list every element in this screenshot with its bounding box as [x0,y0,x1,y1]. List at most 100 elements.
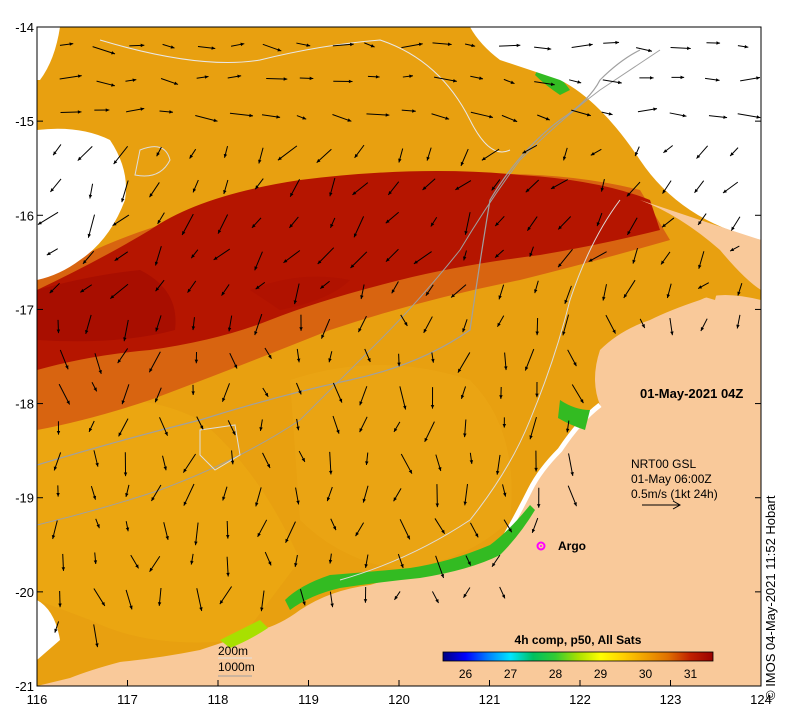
current-vector [491,554,501,568]
colorbar-tick-label: 28 [549,667,563,681]
current-vector [159,110,174,114]
current-vector [296,418,300,431]
current-scale-arrow [642,500,682,510]
current-vector [194,351,199,364]
current-vector [56,485,60,497]
current-vector [534,81,555,86]
current-vector [298,450,306,463]
current-vector [401,42,423,49]
current-vector [58,591,62,608]
current-vector [391,281,399,294]
current-vector [497,315,505,327]
current-vector [85,314,92,335]
current-vector [564,285,572,304]
current-vector [109,283,129,299]
current-vector [87,214,95,238]
current-vector [457,352,471,373]
current-vector [189,148,197,159]
current-vector [329,451,333,475]
current-vector [534,450,538,472]
current-vector [694,180,705,194]
current-vector [222,486,228,501]
current-vector [77,146,93,161]
current-vector [58,383,71,405]
current-vector [296,115,307,120]
current-vector [196,588,203,612]
current-vector [289,216,299,229]
current-vector [504,352,508,371]
current-vector [195,115,218,123]
current-vector [605,314,616,334]
sst-hot-core [37,171,660,370]
current-vector [260,590,265,612]
current-vector [430,387,435,409]
current-vector [95,518,100,529]
current-vector [359,386,368,406]
current-vector [359,416,368,433]
current-vector [434,518,446,534]
current-vector [80,284,93,293]
bathymetry-legend-1000m: 1000m [218,660,255,674]
current-vector [148,351,161,373]
current-vector [332,382,343,403]
current-vector [623,279,636,299]
current-vector [194,522,199,546]
current-vector [470,111,494,119]
current-vector [529,246,534,257]
current-vector [229,352,238,369]
current-vector [149,182,160,198]
current-vector [94,353,102,375]
current-vector [299,76,314,81]
bathymetry-1000m [37,49,641,466]
current-vector [264,551,272,566]
cloud-cover [470,27,761,240]
current-vector [264,347,272,360]
current-vector [157,212,165,225]
current-vector [661,217,675,228]
current-vector [46,248,58,256]
credit-label: © IMOS 04-May-2021 11:52 Hobart [763,495,778,700]
current-vector [123,319,129,342]
current-vector [296,348,301,363]
current-vector [155,279,165,292]
current-vector [435,454,442,472]
current-vector [571,384,584,404]
current-vector [121,180,129,203]
current-vector [350,251,368,269]
current-vector [223,145,229,158]
current-vector [669,317,674,336]
current-vector [332,42,354,47]
current-vector [393,421,401,433]
current-vector [227,420,236,436]
current-vector [88,183,94,199]
current-vector [154,387,162,403]
current-vector [191,384,195,395]
current-vector [632,247,639,264]
current-vector [524,348,535,371]
current-vector [61,553,66,571]
current-vector [397,353,401,367]
current-vector [160,78,179,85]
current-vector [92,46,116,55]
sst-patch-moderate [290,365,512,570]
current-vector [94,108,110,112]
current-vector [295,382,302,395]
date-label: 01-May-2021 04Z [640,386,743,401]
current-vector [737,283,743,296]
current-vector [285,521,296,543]
current-vector [93,450,99,467]
current-vector [737,44,749,49]
current-vector [671,75,685,80]
current-vector [431,591,439,604]
current-vector [637,107,658,113]
current-vector [50,178,62,193]
coastal-cool-water [285,505,535,610]
current-vector [503,519,513,533]
current-vector [254,178,264,190]
current-vector [192,179,199,193]
current-vector [397,553,404,569]
bathymetry-200m [339,199,621,581]
current-vector [639,318,646,329]
current-vector [362,485,369,503]
current-vector [266,77,288,81]
